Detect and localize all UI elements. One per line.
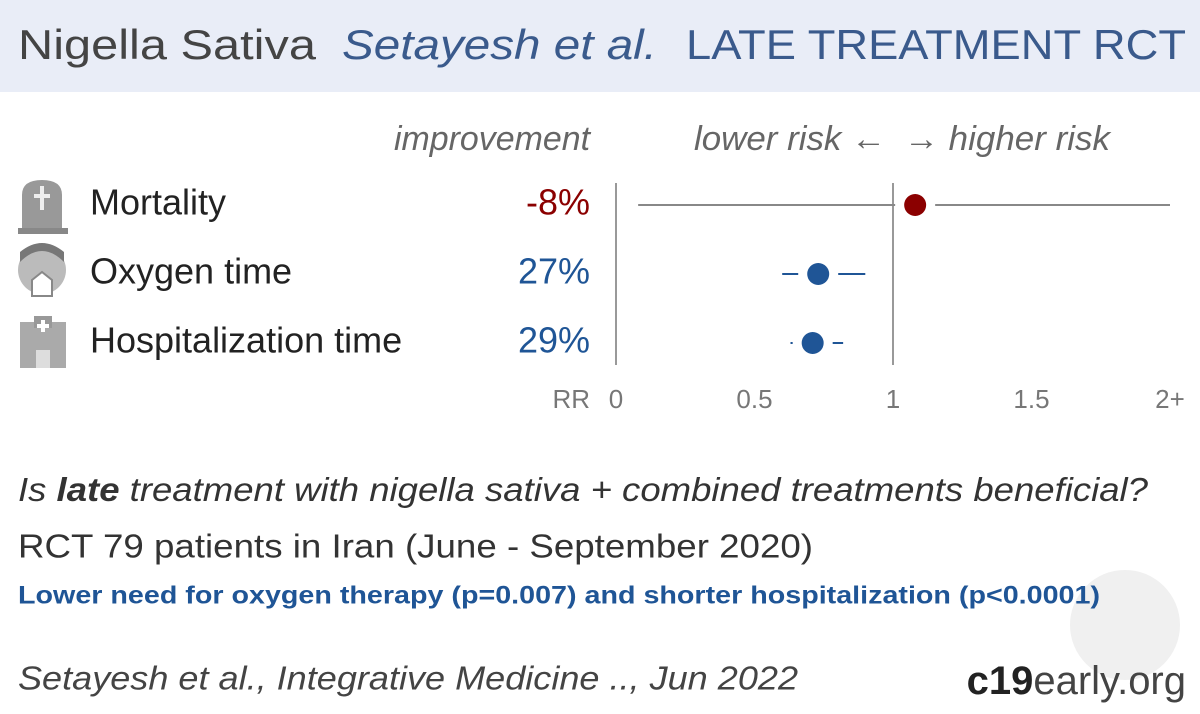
hospital-cross <box>37 320 49 332</box>
point-estimate <box>801 332 824 354</box>
x-tick-label: 1.5 <box>1013 384 1049 414</box>
lower-risk-label: lower risk ← <box>694 120 886 158</box>
x-axis-label: RR <box>552 384 590 414</box>
question-part: treatment with nigella sativa + combined… <box>120 471 1149 508</box>
x-tick-label: 2+ <box>1155 384 1185 414</box>
mask-icon <box>31 270 53 297</box>
question-part: late <box>57 471 120 508</box>
brand-part: early.org <box>1033 659 1186 703</box>
study: RCT 79 patients in Iran (June - Septembe… <box>18 528 813 565</box>
improvement-header: improvement <box>394 120 592 158</box>
citation: Setayesh et al., Integrative Medicine ..… <box>18 660 798 697</box>
virus-decoration <box>1070 570 1180 680</box>
question-part: Is <box>18 471 57 508</box>
cross-icon <box>34 186 50 210</box>
brand: c19early.org <box>967 659 1186 703</box>
finding: Lower need for oxygen therapy (p=0.007) … <box>18 582 1100 610</box>
improvement-label: 29% <box>518 320 590 361</box>
row-label: Hospitalization time <box>90 320 402 361</box>
patient-icon <box>18 246 66 294</box>
point-estimate <box>807 263 830 285</box>
hair-icon <box>20 243 64 262</box>
icons <box>18 180 68 368</box>
x-tick-label: 0 <box>609 384 623 414</box>
subtitle: Setayesh et al. <box>342 21 657 68</box>
x-tick-label: 1 <box>886 384 900 414</box>
tag: LATE TREATMENT RCT <box>686 21 1186 68</box>
row-label: Oxygen time <box>90 251 292 292</box>
header-band <box>0 0 1200 92</box>
title: Nigella Sativa <box>18 21 317 68</box>
x-tick-label: 0.5 <box>736 384 772 414</box>
improvement-label: -8% <box>526 182 590 223</box>
improvement-label: 27% <box>518 251 590 292</box>
row-label: Mortality <box>90 182 226 223</box>
hospital-door <box>36 350 50 368</box>
tombstone-base <box>18 228 68 234</box>
brand-part: c19 <box>967 659 1034 703</box>
point-estimate <box>904 194 927 216</box>
higher-risk-label: → higher risk <box>904 120 1112 158</box>
question: Is late treatment with nigella sativa + … <box>18 471 1149 508</box>
